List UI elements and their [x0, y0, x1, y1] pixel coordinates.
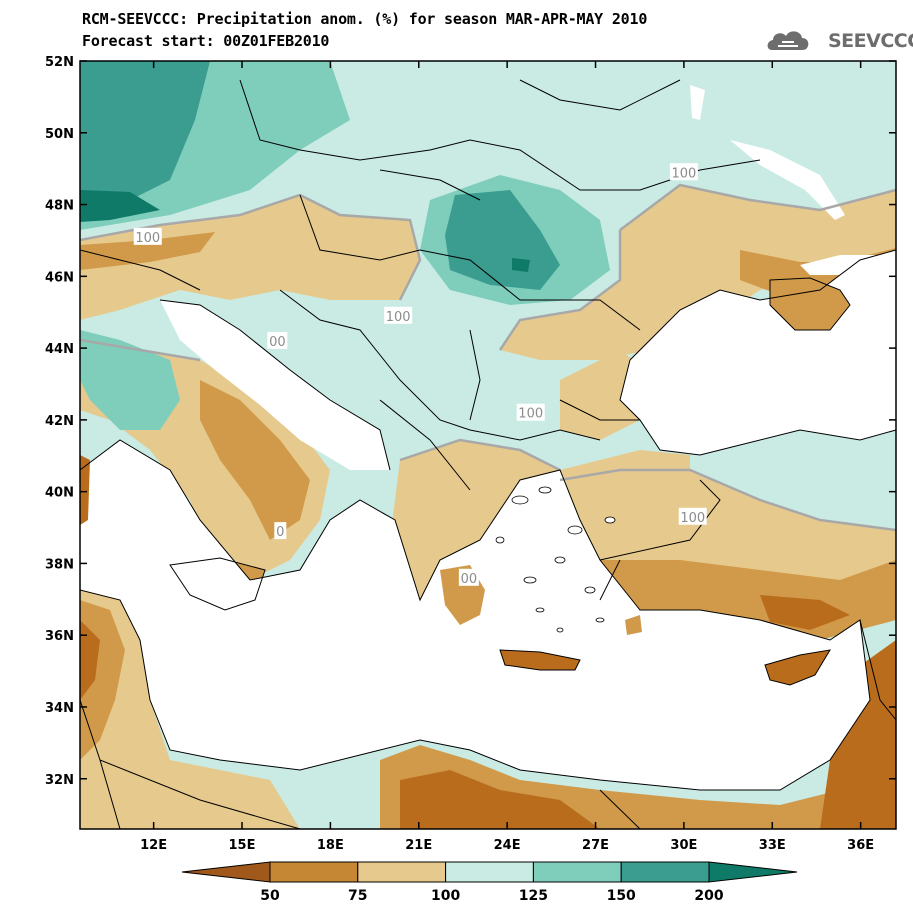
- azov-gap: [800, 255, 896, 275]
- lat-tick-label: 44N: [45, 342, 74, 357]
- crete: [500, 650, 580, 670]
- colorbar-level-label: 125: [519, 888, 548, 904]
- lon-tick-label: 36E: [847, 838, 874, 853]
- anomaly-region-50-75-alps: [80, 232, 215, 270]
- coastlines-borders: [80, 79, 896, 829]
- contour-label-background: [458, 568, 479, 586]
- anomaly-region-125-150-italy-west: [80, 330, 180, 430]
- lon-tick-label: 33E: [759, 838, 786, 853]
- anomaly-region-75-100-africa-west: [80, 590, 300, 829]
- colorbar-segment: [532, 861, 622, 883]
- contour-100-lines: [80, 183, 896, 532]
- cyprus: [765, 650, 830, 685]
- anomaly-region-150-200-hungary: [445, 190, 560, 290]
- lon-tick-label: 30E: [670, 838, 697, 853]
- contour-label: 100: [135, 231, 160, 246]
- colorbar-high-arrow: [708, 861, 798, 883]
- logo-text: SEEVCCC: [828, 30, 913, 52]
- lat-tick-label: 36N: [45, 629, 74, 644]
- lat-tick-label: 48N: [45, 199, 74, 214]
- lon-tick-label: 12E: [140, 838, 167, 853]
- contour-label: 100: [386, 310, 411, 325]
- contour-label: 00: [269, 335, 286, 350]
- colorbar: 50 75 100 125 150 200: [181, 861, 798, 904]
- contour-label-background: [384, 306, 413, 324]
- contour-label: 100: [518, 407, 543, 422]
- lon-tick-label: 27E: [582, 838, 609, 853]
- anomaly-region-below-50-turkey: [760, 595, 850, 630]
- lon-tick-label: 15E: [229, 838, 256, 853]
- longitude-axis: 12E 15E 18E 21E 24E 27E 30E 33E 36E: [140, 61, 874, 853]
- anomaly-region-75-100-ukraine: [500, 185, 896, 360]
- map-title: RCM-SEEVCCC: Precipitation anom. (%) for…: [82, 10, 648, 28]
- lat-tick-label: 40N: [45, 486, 74, 501]
- lat-tick-label: 52N: [45, 55, 74, 70]
- forecast-start: Forecast start: 00Z01FEB2010: [82, 32, 330, 50]
- lon-tick-label: 24E: [494, 838, 521, 853]
- colorbar-level-label: 200: [694, 888, 723, 904]
- colorbar-segment: [269, 861, 359, 883]
- map-plot-area: [80, 61, 896, 829]
- colorbar-segment: [357, 861, 447, 883]
- crimea: [770, 278, 850, 330]
- plot-frame: [79, 60, 897, 830]
- contour-label-background: [267, 331, 288, 349]
- contour-label: 100: [680, 511, 705, 526]
- contour-label: 00: [461, 572, 478, 587]
- cloud-logo-icon: [767, 31, 809, 50]
- anomaly-region-below-50-africa-west: [80, 620, 100, 700]
- aegean-islands: [495, 486, 616, 633]
- lon-tick-label: 21E: [405, 838, 432, 853]
- contour-label-background: [133, 227, 162, 245]
- lake-sliver-2: [690, 85, 705, 120]
- lat-tick-label: 38N: [45, 557, 74, 572]
- lat-tick-label: 32N: [45, 773, 74, 788]
- lat-tick-label: 50N: [45, 127, 74, 142]
- adriatic-sea: [160, 300, 390, 470]
- lat-tick-label: 46N: [45, 270, 74, 285]
- anomaly-region-150-200-north: [110, 85, 175, 175]
- anomaly-region-50-75-italy: [200, 380, 310, 540]
- contour-label: 0: [276, 525, 284, 540]
- colorbar-level-label: 100: [431, 888, 460, 904]
- contour-label-background: [516, 403, 545, 421]
- anomaly-region-below-50-libya: [400, 770, 600, 829]
- anomaly-region-75-100-alps: [80, 195, 420, 320]
- anomaly-region-above-200-nw: [80, 190, 160, 222]
- colorbar-level-label: 75: [348, 888, 367, 904]
- lon-tick-label: 18E: [317, 838, 344, 853]
- colorbar-level-label: 50: [260, 888, 280, 904]
- sardinia-edge: [80, 455, 90, 525]
- colorbar-low-arrow: [181, 861, 271, 883]
- contour-label-background: [669, 163, 698, 181]
- colorbar-level-label: 150: [607, 888, 636, 904]
- colorbar-segment: [445, 861, 534, 883]
- contour-label-background: [678, 507, 707, 525]
- lat-tick-label: 42N: [45, 414, 74, 429]
- anomaly-region-above-200-hungary: [512, 258, 530, 272]
- colorbar-segment: [620, 861, 710, 883]
- lat-tick-label: 34N: [45, 701, 74, 716]
- contour-label-background: [274, 522, 287, 540]
- rhodes: [625, 615, 642, 635]
- latitude-axis: 52N 50N 48N 46N 44N 42N 40N 38N 36N 34N 32N: [45, 55, 896, 788]
- contour-label: 100: [671, 166, 696, 181]
